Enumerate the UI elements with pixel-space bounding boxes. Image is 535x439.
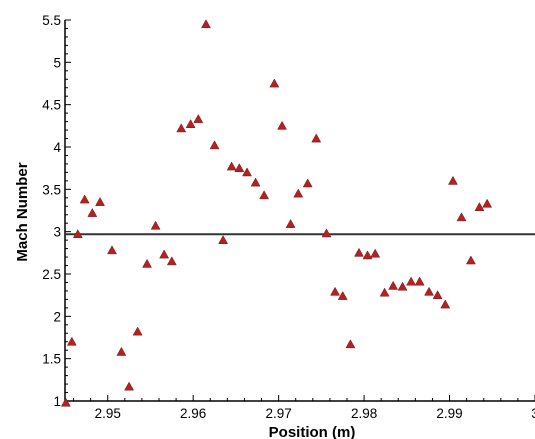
data-point: [424, 286, 434, 296]
x-tick-label: 2.98: [351, 406, 377, 421]
data-point: [397, 281, 408, 291]
data-point: [176, 123, 187, 133]
y-tick-label: 3.5: [42, 182, 61, 197]
data-point: [218, 235, 229, 244]
y-tick-label: 5: [53, 55, 61, 70]
data-point: [345, 339, 356, 349]
data-point: [142, 258, 152, 268]
data-point: [311, 133, 322, 143]
data-point: [159, 249, 170, 259]
data-point: [124, 381, 135, 391]
y-tick-label: 1: [53, 394, 61, 409]
data-point: [321, 228, 332, 238]
data-point: [259, 190, 270, 200]
data-point: [107, 245, 117, 255]
x-tick-label: 2.99: [436, 406, 462, 421]
y-tick-label: 1.5: [42, 352, 61, 367]
data-point: [337, 290, 348, 300]
data-point: [414, 276, 425, 286]
data-point: [465, 255, 476, 265]
data-point: [482, 198, 493, 208]
data-point: [370, 248, 381, 258]
data-point: [285, 219, 296, 228]
data-point: [226, 161, 237, 171]
data-point: [116, 346, 127, 356]
y-tick-label: 2.5: [42, 267, 61, 282]
data-point: [432, 290, 443, 300]
data-point: [150, 220, 161, 230]
data-point: [185, 119, 196, 128]
data-point: [250, 177, 261, 187]
data-point: [293, 188, 304, 198]
data-point: [269, 78, 280, 88]
data-point: [362, 250, 373, 260]
data-point: [388, 280, 399, 290]
data-point: [79, 194, 90, 204]
x-tick-label: 2.96: [180, 406, 206, 421]
y-axis-title: Mach Number: [14, 162, 31, 261]
y-tick-label: 3: [53, 225, 61, 240]
data-point: [354, 247, 364, 257]
tick-labels: 1 1.5 2 2.5 3 3.5 4 4.5 5 5.5 2.95 2.96 2.97 2.98 2.99…: [42, 13, 535, 421]
data-point: [209, 140, 220, 150]
x-tick-label: 3: [531, 406, 535, 421]
y-tick-label: 2: [53, 309, 61, 324]
x-tick-label: 2.97: [265, 406, 291, 421]
y-tick-label: 5.5: [42, 13, 61, 28]
data-point: [242, 167, 252, 177]
data-point: [95, 197, 105, 206]
data-point: [201, 19, 211, 29]
data-points: [60, 19, 493, 407]
data-point: [474, 202, 485, 211]
data-point: [234, 163, 245, 173]
y-tick-label: 4: [53, 140, 61, 155]
data-point: [87, 208, 98, 217]
data-point: [440, 299, 451, 309]
data-point: [406, 276, 417, 286]
data-point: [379, 287, 390, 297]
x-tick-label: 2.95: [95, 406, 121, 421]
data-point: [277, 120, 287, 130]
data-point: [193, 114, 204, 123]
data-point: [166, 256, 177, 266]
data-point: [302, 178, 313, 188]
data-point: [330, 286, 340, 296]
data-point: [456, 212, 467, 222]
x-axis-title: Position (m): [269, 424, 356, 439]
axes: [64, 19, 535, 402]
data-point: [66, 336, 77, 346]
y-tick-label: 4.5: [42, 98, 61, 113]
data-point: [448, 175, 458, 185]
data-point: [132, 326, 143, 336]
data-point: [72, 229, 83, 239]
data-point: [60, 397, 71, 407]
